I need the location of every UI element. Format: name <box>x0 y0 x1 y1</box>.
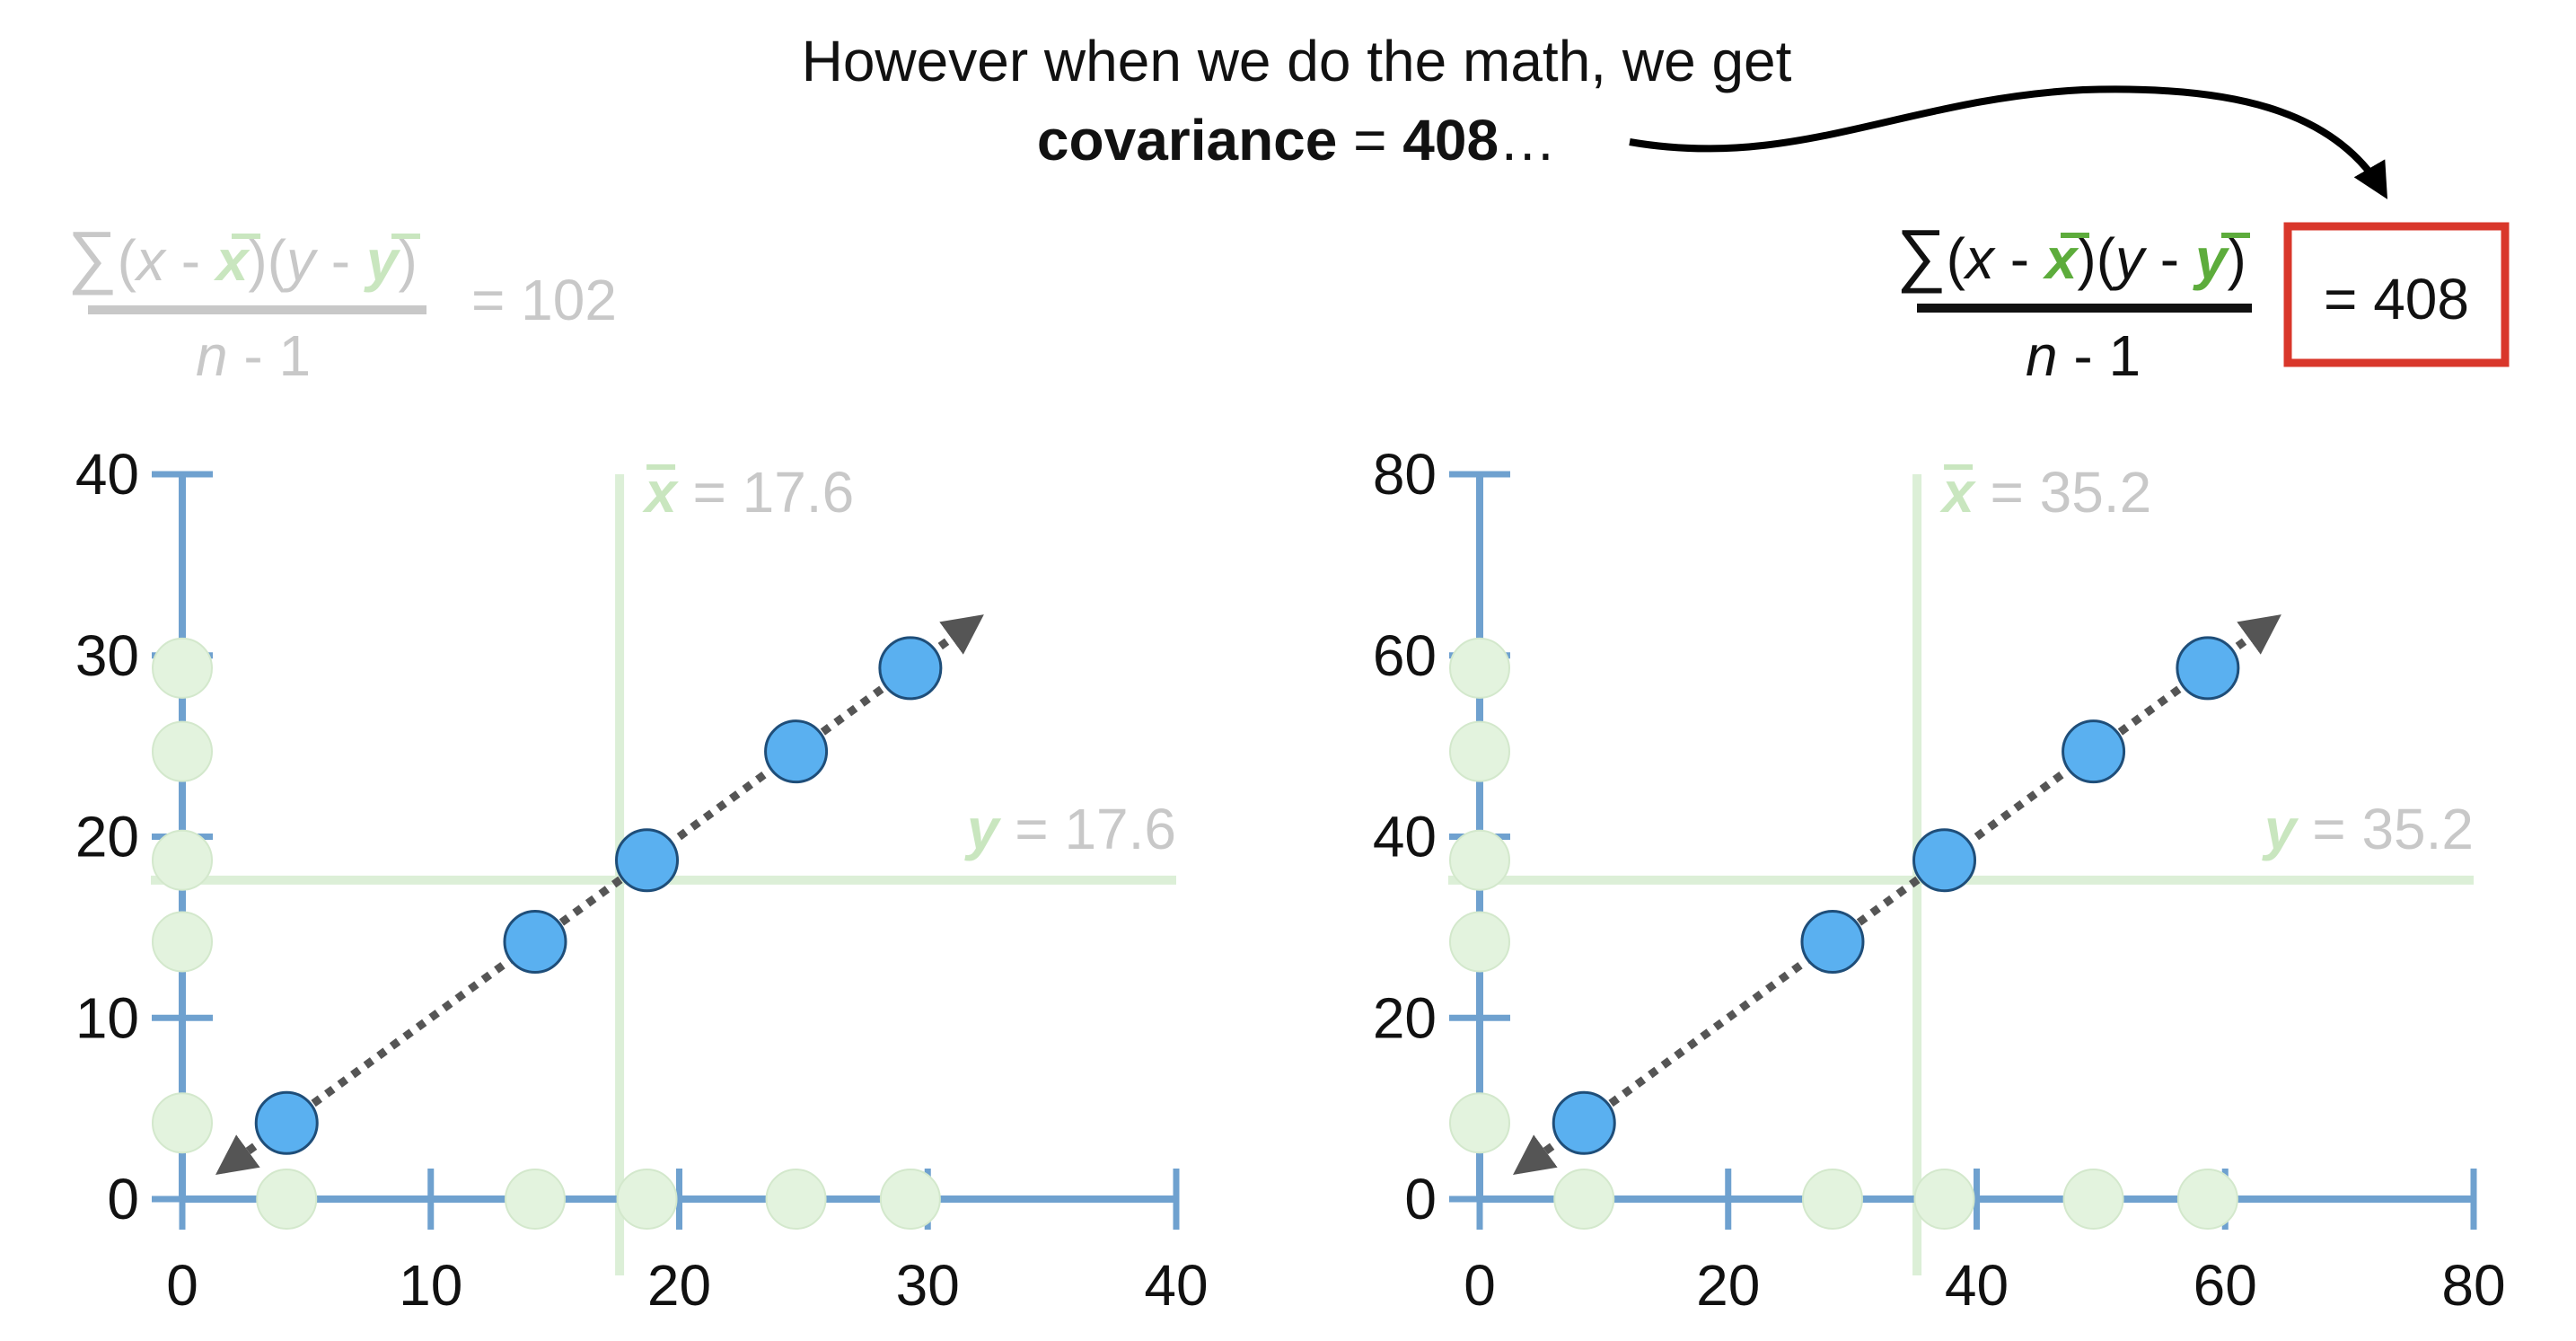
y-mean-label: y = 35.2 <box>2262 797 2474 861</box>
x-tick-label: 30 <box>896 1253 960 1318</box>
trend-arrow <box>215 614 984 1176</box>
formula-right-result: = 408 <box>2324 267 2469 331</box>
formula-left-denominator: n - 1 <box>196 323 311 388</box>
y-tick-label: 40 <box>75 442 139 507</box>
y-mean-symbol: y <box>2262 797 2299 861</box>
x-mean-label: x = 35.2 <box>1939 460 2151 525</box>
y-projection <box>152 720 213 782</box>
x-projection <box>1801 1169 1863 1230</box>
x-projection <box>1553 1169 1615 1230</box>
y-projection <box>1449 829 1510 891</box>
curved-arrow <box>1629 85 2388 199</box>
formula-left-result: = 102 <box>471 268 617 332</box>
y-mean-value: = 17.6 <box>999 797 1177 861</box>
formula-right-numerator: ∑(x - x)(y - y) <box>1896 215 2246 294</box>
y-tick-label: 80 <box>1373 442 1437 507</box>
y-projection <box>152 637 213 699</box>
y-projection <box>152 829 213 891</box>
y-tick-label: 0 <box>1404 1167 1437 1231</box>
data-point <box>878 636 943 701</box>
x-tick-label: 60 <box>2194 1253 2257 1318</box>
y-tick-label: 20 <box>75 805 139 869</box>
x-mean-symbol: x <box>642 460 679 525</box>
x-mean-symbol: x <box>1939 460 1976 525</box>
formula-left: ∑(x - x)(y - y) n - 1 = 102 <box>67 216 617 388</box>
x-tick-label: 20 <box>1696 1253 1760 1318</box>
data-point <box>615 828 680 893</box>
x-tick-label: 40 <box>1144 1253 1208 1318</box>
covariance-word: covariance <box>1037 108 1337 172</box>
x-tick-label: 0 <box>1464 1253 1496 1318</box>
x-projection <box>256 1169 318 1230</box>
data-point <box>764 719 829 784</box>
x-projection <box>1913 1169 1975 1230</box>
y-projection <box>152 1092 213 1154</box>
x-tick-label: 80 <box>2441 1253 2505 1318</box>
result-highlight-box <box>2283 222 2510 367</box>
data-point <box>2062 719 2126 784</box>
data-point <box>254 1090 319 1155</box>
formula-left-numerator: ∑(x - x)(y - y) <box>67 216 418 296</box>
data-point <box>1800 910 1865 975</box>
trend-arrow <box>1513 614 2281 1176</box>
x-tick-label: 40 <box>1945 1253 2009 1318</box>
y-tick-label: 40 <box>1373 805 1437 869</box>
data-point <box>1552 1090 1616 1155</box>
header-equals: = <box>1337 108 1402 172</box>
formula-right: ∑(x - x)(y - y) n - 1 = 408 <box>1896 215 2510 388</box>
x-projection <box>504 1169 566 1230</box>
y-mean-value: = 35.2 <box>2297 797 2475 861</box>
y-tick-label: 20 <box>1373 985 1437 1050</box>
x-tick-label: 20 <box>647 1253 711 1318</box>
x-projection <box>2062 1169 2124 1230</box>
y-tick-label: 60 <box>1373 623 1437 688</box>
y-projection <box>1449 1092 1510 1154</box>
x-mean-value: = 35.2 <box>1974 460 2152 525</box>
x-mean-label: x = 17.6 <box>642 460 854 525</box>
formula-right-denominator: n - 1 <box>2026 323 2141 388</box>
y-tick-label: 30 <box>75 623 139 688</box>
x-projection <box>616 1169 678 1230</box>
x-projection <box>2176 1169 2238 1230</box>
x-projection <box>879 1169 941 1230</box>
data-point <box>503 910 567 975</box>
y-tick-label: 10 <box>75 985 139 1050</box>
x-mean-value: = 17.6 <box>677 460 855 525</box>
header-line-1: However when we do the math, we get <box>802 29 1792 93</box>
y-projection <box>1449 720 1510 782</box>
y-projection <box>152 911 213 973</box>
x-projection <box>765 1169 827 1230</box>
data-point <box>1912 828 1977 893</box>
y-mean-label: y = 17.6 <box>964 797 1176 861</box>
header-annotation: However when we do the math, we get cova… <box>802 29 2388 199</box>
header-ellipsis: … <box>1499 108 1556 172</box>
y-tick-label: 0 <box>107 1167 139 1231</box>
header-line-2: covariance = 408… <box>1037 108 1556 172</box>
data-point <box>2176 636 2240 701</box>
y-mean-symbol: y <box>964 797 1002 861</box>
covariance-value: 408 <box>1402 108 1499 172</box>
y-projection <box>1449 637 1510 699</box>
y-projection <box>1449 911 1510 973</box>
x-tick-label: 0 <box>166 1253 198 1318</box>
x-tick-label: 10 <box>399 1253 462 1318</box>
